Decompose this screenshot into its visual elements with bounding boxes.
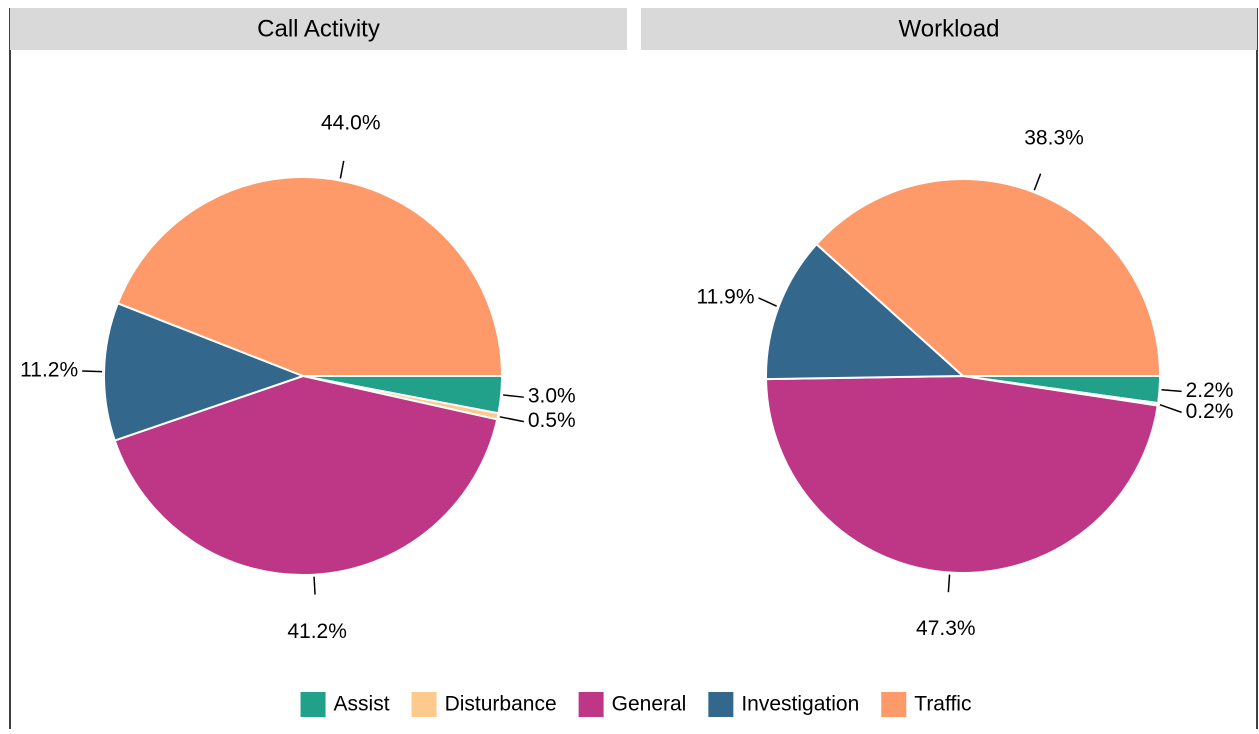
label-tick	[82, 370, 103, 373]
pie-slice	[113, 374, 499, 576]
value-label: 11.9%	[697, 285, 755, 308]
label-tick	[1033, 173, 1042, 191]
legend-label: Investigation	[741, 693, 859, 716]
facet-strip	[641, 8, 1257, 50]
legend-label: Disturbance	[445, 693, 557, 716]
legend-swatch	[411, 692, 437, 717]
value-label: 2.2%	[1186, 379, 1234, 402]
pie-slice	[116, 176, 504, 377]
value-label: 0.5%	[528, 409, 576, 432]
value-label: 11.2%	[20, 359, 78, 382]
value-label: 44.0%	[321, 111, 381, 134]
pie-slice	[103, 301, 306, 442]
label-tick	[313, 576, 316, 595]
value-label: 38.3%	[1024, 126, 1084, 149]
legend-swatch	[300, 692, 326, 717]
legend-swatch	[881, 692, 907, 717]
legend-label: General	[612, 693, 687, 716]
label-tick	[499, 416, 525, 423]
pie-slice	[765, 242, 966, 381]
facet-title: Call Activity	[257, 15, 380, 42]
label-tick	[339, 160, 345, 179]
value-label: 3.0%	[528, 385, 576, 408]
label-tick	[1159, 403, 1182, 414]
pie-slice	[765, 374, 1159, 574]
label-tick	[1161, 389, 1182, 393]
pie-slice	[815, 178, 1162, 377]
value-label: 47.3%	[916, 617, 976, 640]
value-label: 41.2%	[287, 620, 347, 643]
legend-swatch	[578, 692, 604, 717]
facet-title: Workload	[899, 15, 1000, 42]
label-tick	[947, 574, 951, 593]
legend-swatch	[708, 692, 734, 717]
value-label: 0.2%	[1186, 400, 1234, 423]
legend-label: Traffic	[914, 693, 971, 716]
legend-label: Assist	[334, 693, 390, 716]
facet-strip	[10, 8, 627, 50]
label-tick	[758, 297, 777, 307]
label-tick	[503, 394, 524, 398]
